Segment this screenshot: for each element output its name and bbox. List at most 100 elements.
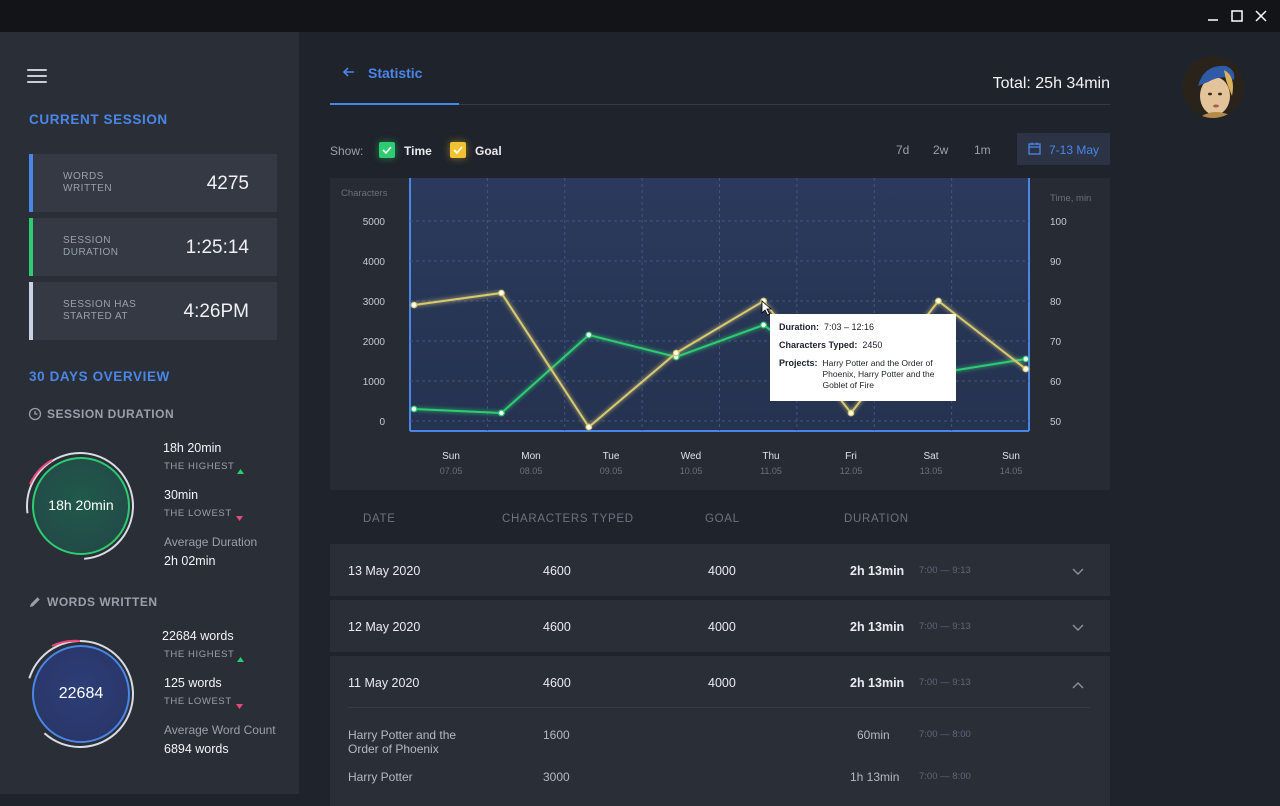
close-icon[interactable] <box>1253 8 1269 24</box>
subrow-chars: 1600 <box>543 728 570 742</box>
tooltip-duration-label: Duration: <box>779 322 819 332</box>
data-point-time <box>410 405 418 413</box>
col-date[interactable]: DATE <box>363 513 396 525</box>
data-point-goal <box>410 301 418 309</box>
y2-tick-label: 100 <box>1050 217 1067 228</box>
y-tick-label: 2000 <box>363 337 386 348</box>
card-accent-bar <box>29 154 33 212</box>
range-2w[interactable]: 2w <box>933 143 949 157</box>
arrow-down-icon <box>236 697 243 709</box>
avatar[interactable] <box>1182 56 1244 118</box>
x-date-label: 13.05 <box>920 466 943 476</box>
x-tick-label: Mon <box>521 451 540 462</box>
table-row[interactable]: 12 May 2020 4600 4000 2h 13min 7:00 — 9:… <box>330 600 1110 652</box>
x-date-label: 10.05 <box>680 466 703 476</box>
sidebar: CURRENT SESSION WORDS WRITTEN 4275 SESSI… <box>0 32 299 794</box>
tooltip-projects-value: Harry Potter and the Order of Phoenix, H… <box>822 358 935 390</box>
x-tick-label: Thu <box>762 451 779 462</box>
words-ring <box>24 632 136 752</box>
highest-label: THE HIGHEST <box>164 649 235 660</box>
y-axis-label: Characters <box>341 188 388 199</box>
row-goal: 4000 <box>708 620 736 634</box>
card-value: 4275 <box>206 173 249 194</box>
menu-icon[interactable] <box>27 69 47 83</box>
words-written-card: WORDS WRITTEN 4275 <box>29 154 277 212</box>
y2-tick-label: 70 <box>1050 337 1062 348</box>
subrow-time: 7:00 — 8:00 <box>919 729 971 740</box>
row-date: 12 May 2020 <box>348 620 421 634</box>
words-ring-value: 22684 <box>58 685 104 702</box>
subrow-duration: 1h 13min <box>850 770 900 784</box>
x-date-label: 12.05 <box>840 466 863 476</box>
row-chars: 4600 <box>543 620 571 634</box>
row-chars: 4600 <box>543 676 571 690</box>
y-tick-label: 5000 <box>363 217 386 228</box>
lowest-label: THE LOWEST <box>164 696 232 707</box>
tab-statistic[interactable]: Statistic <box>368 65 423 81</box>
goal-checkbox-label[interactable]: Goal <box>475 144 502 158</box>
chevron-down-icon[interactable] <box>1071 564 1085 575</box>
lowest-label: THE LOWEST <box>164 508 232 519</box>
col-duration[interactable]: DURATION <box>844 513 909 525</box>
back-arrow-icon[interactable] <box>342 65 356 79</box>
highest-label: THE HIGHEST <box>164 461 235 472</box>
time-checkbox[interactable] <box>379 142 395 158</box>
row-time: 7:00 — 9:13 <box>919 621 971 632</box>
subrow-duration: 60min <box>857 728 890 742</box>
goal-checkbox[interactable] <box>450 142 466 158</box>
card-label: SESSION DURATION <box>63 235 119 258</box>
line-chart: 5000 100 4000 90 3000 80 2000 70 1000 60 0 50 Charac… <box>341 178 1091 476</box>
time-checkbox-label[interactable]: Time <box>404 144 432 158</box>
y-tick-label: 4000 <box>363 257 386 268</box>
words-written-title: WORDS WRITTEN <box>47 595 158 609</box>
minimize-icon[interactable] <box>1205 8 1221 24</box>
x-date-label: 14.05 <box>1000 466 1023 476</box>
card-accent-bar <box>29 218 33 276</box>
range-7d[interactable]: 7d <box>896 143 910 157</box>
x-tick-label: Sun <box>442 451 460 462</box>
y2-axis-label: Time, min <box>1050 193 1091 204</box>
lowest-duration-value: 30min <box>164 488 199 502</box>
row-chars: 4600 <box>543 564 571 578</box>
chart-tooltip: Duration: 7:03 – 12:16 Characters Typed: 2… <box>770 314 956 401</box>
session-duration-card: SESSION DURATION 1:25:14 <box>29 218 277 276</box>
title-bar <box>0 0 1280 32</box>
table-row-expanded[interactable]: 11 May 2020 4600 4000 2h 13min 7:00 — 9:… <box>330 656 1110 806</box>
avg-words-value: 6894 words <box>164 742 229 756</box>
date-range-label: 7-13 May <box>1049 143 1100 157</box>
session-duration-title: SESSION DURATION <box>47 407 175 421</box>
range-1m[interactable]: 1m <box>974 143 991 157</box>
pencil-icon <box>28 595 42 609</box>
row-goal: 4000 <box>708 676 736 690</box>
total-time: Total: 25h 34min <box>992 75 1110 92</box>
x-date-label: 09.05 <box>600 466 623 476</box>
row-goal: 4000 <box>708 564 736 578</box>
y-tick-label: 0 <box>379 417 385 428</box>
maximize-icon[interactable] <box>1229 8 1245 24</box>
header-divider <box>330 104 1110 105</box>
x-date-label: 08.05 <box>520 466 543 476</box>
data-point-goal <box>497 289 505 297</box>
current-session-title: CURRENT SESSION <box>29 112 168 127</box>
tooltip-projects-label: Projects: <box>779 358 818 368</box>
duration-ring-value: 18h 20min <box>48 497 114 513</box>
tooltip-chars-label: Characters Typed: <box>779 340 858 350</box>
data-point-goal <box>585 423 593 431</box>
highest-duration-value: 18h 20min <box>163 441 222 455</box>
card-accent-bar <box>29 282 33 340</box>
chevron-down-icon[interactable] <box>1071 620 1085 631</box>
row-duration: 2h 13min <box>850 620 905 634</box>
col-characters[interactable]: CHARACTERS TYPED <box>502 513 634 525</box>
data-point-time <box>760 321 768 329</box>
table-row[interactable]: 13 May 2020 4600 4000 2h 13min 7:00 — 9:… <box>330 544 1110 596</box>
col-goal[interactable]: GOAL <box>705 513 740 525</box>
chevron-up-icon[interactable] <box>1071 677 1085 689</box>
active-tab-underline <box>330 103 459 105</box>
subrow-chars: 3000 <box>543 770 570 784</box>
data-point-time <box>497 409 505 417</box>
date-range-picker[interactable]: 7-13 May <box>1017 133 1110 165</box>
subrow-project: Harry Potter and the Order of Phoenix <box>348 728 457 756</box>
chart-panel: 5000 100 4000 90 3000 80 2000 70 1000 60 0 50 Charac… <box>330 178 1110 490</box>
x-date-label: 07.05 <box>440 466 463 476</box>
y2-tick-label: 60 <box>1050 377 1062 388</box>
